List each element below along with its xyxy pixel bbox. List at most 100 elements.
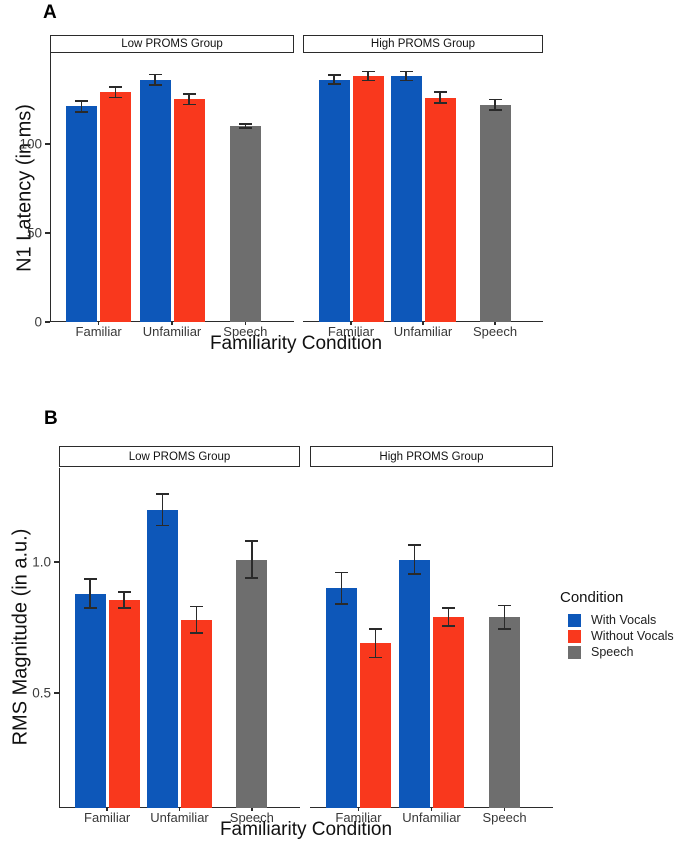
x-tick-mark [97, 322, 100, 325]
error-bar-cap-bottom [442, 625, 455, 628]
plot-panel-b-high [310, 468, 553, 808]
error-bar-cap-top [369, 628, 382, 630]
y-tick-mark [54, 561, 59, 563]
bar-with-vocals [399, 559, 430, 808]
error-bar-cap-top [156, 493, 169, 495]
category-label: Speech [472, 324, 518, 339]
error-bar-cap-bottom [238, 127, 252, 129]
legend-title: Condition [560, 589, 624, 606]
error-bar-cap-bottom [327, 83, 341, 85]
error-bar-cap-bottom [408, 573, 421, 575]
x-tick-mark [422, 322, 424, 325]
category-label: Familiar [75, 324, 122, 339]
error-bar-cap-bottom [361, 79, 375, 82]
bar-speech [489, 617, 520, 808]
error-bar-cap-bottom [488, 109, 502, 111]
x-tick-mark [244, 322, 247, 325]
x-tick-mark [430, 808, 433, 811]
y-tick-label: 1.0 [32, 554, 51, 570]
error-bar-line [154, 74, 156, 86]
error-bar-line [413, 545, 416, 574]
error-bar-cap-bottom [117, 607, 131, 609]
bar-without-vocals [181, 619, 212, 808]
panel-b-label: B [44, 408, 58, 429]
x-tick-mark [350, 322, 352, 325]
error-bar-cap-bottom [399, 79, 413, 82]
bar-without-vocals [360, 643, 391, 808]
plot-panel-b-low [59, 468, 300, 808]
error-bar-cap-top [442, 607, 455, 609]
y-tick-mark [54, 692, 59, 694]
error-bar-cap-top [238, 123, 252, 126]
bar-speech [229, 126, 261, 322]
error-bar-cap-bottom [433, 102, 447, 104]
legend-item: With Vocals [560, 613, 697, 627]
error-bar-line [123, 592, 125, 608]
y-tick-label: 0.5 [32, 685, 51, 701]
bar-with-vocals [390, 76, 422, 322]
category-label: Unfamiliar [142, 324, 202, 339]
error-bar-line [333, 75, 335, 85]
bar-without-vocals [173, 99, 205, 322]
y-tick-label: 0 [34, 314, 42, 330]
error-bar-line [114, 86, 117, 98]
bar-with-vocals [326, 588, 357, 808]
error-bar-line [80, 101, 83, 112]
x-tick-mark [171, 322, 173, 325]
error-bar-cap-top [327, 74, 341, 77]
error-bar-cap-top [75, 100, 89, 102]
bar-without-vocals [100, 92, 132, 322]
bar-without-vocals [433, 617, 464, 808]
legend-item: Without Vocals [560, 629, 697, 643]
error-bar-line [161, 494, 164, 526]
y-tick-mark [45, 321, 50, 323]
y-axis-title-panel-a: N1 Latency (in ms) [13, 104, 36, 272]
bar-without-vocals [352, 76, 384, 322]
x-tick-mark [357, 808, 360, 811]
plot-panel-a-low [50, 53, 294, 322]
legend: Condition With Vocals Without Vocals Speec… [560, 589, 697, 661]
facet-strip-low-proms-panel-b: Low PROMS Group [59, 446, 300, 467]
error-bar-cap-top [335, 571, 348, 574]
error-bar-cap-bottom [109, 96, 123, 99]
error-bar-cap-top [83, 578, 97, 580]
category-label: Familiar [335, 810, 382, 825]
error-bar-cap-top [488, 98, 502, 101]
bar-without-vocals [424, 97, 456, 322]
error-bar-cap-top [245, 540, 259, 543]
category-label: Speech [482, 810, 527, 825]
error-bar-line [195, 606, 198, 633]
error-bar-cap-top [182, 93, 196, 95]
error-bar-line [447, 607, 450, 627]
error-bar-cap-bottom [83, 607, 97, 609]
error-bar-cap-bottom [182, 103, 196, 106]
legend-item-label: Without Vocals [591, 629, 674, 643]
legend-item: Speech [560, 645, 697, 659]
x-tick-mark [503, 808, 506, 811]
plot-panel-a-high [303, 53, 543, 322]
facet-strip-high-proms-panel-a: High PROMS Group [303, 35, 543, 53]
error-bar-line [340, 572, 343, 604]
facet-strip-low-proms-panel-a: Low PROMS Group [50, 35, 294, 53]
error-bar-line [251, 541, 253, 578]
error-bar-cap-top [408, 544, 421, 546]
category-label: Familiar [327, 324, 375, 339]
x-tick-mark [251, 808, 253, 811]
bar-speech [236, 559, 268, 808]
category-label: Unfamiliar [402, 810, 461, 825]
legend-item-label: With Vocals [591, 613, 657, 627]
legend-items: With Vocals Without Vocals Speech [560, 613, 697, 659]
error-bar-line [367, 71, 369, 81]
error-bar-cap-top [399, 70, 413, 73]
error-bar-line [374, 628, 377, 658]
bar-with-vocals [139, 79, 171, 322]
error-bar-line [244, 124, 247, 128]
error-bar-cap-top [361, 70, 375, 73]
category-label: Unfamiliar [150, 810, 209, 825]
bar-with-vocals [318, 79, 350, 322]
error-bar-cap-top [190, 605, 203, 608]
bar-with-vocals [74, 593, 106, 808]
legend-swatch [568, 645, 581, 659]
x-tick-mark [494, 322, 496, 325]
category-label: Familiar [84, 810, 131, 825]
